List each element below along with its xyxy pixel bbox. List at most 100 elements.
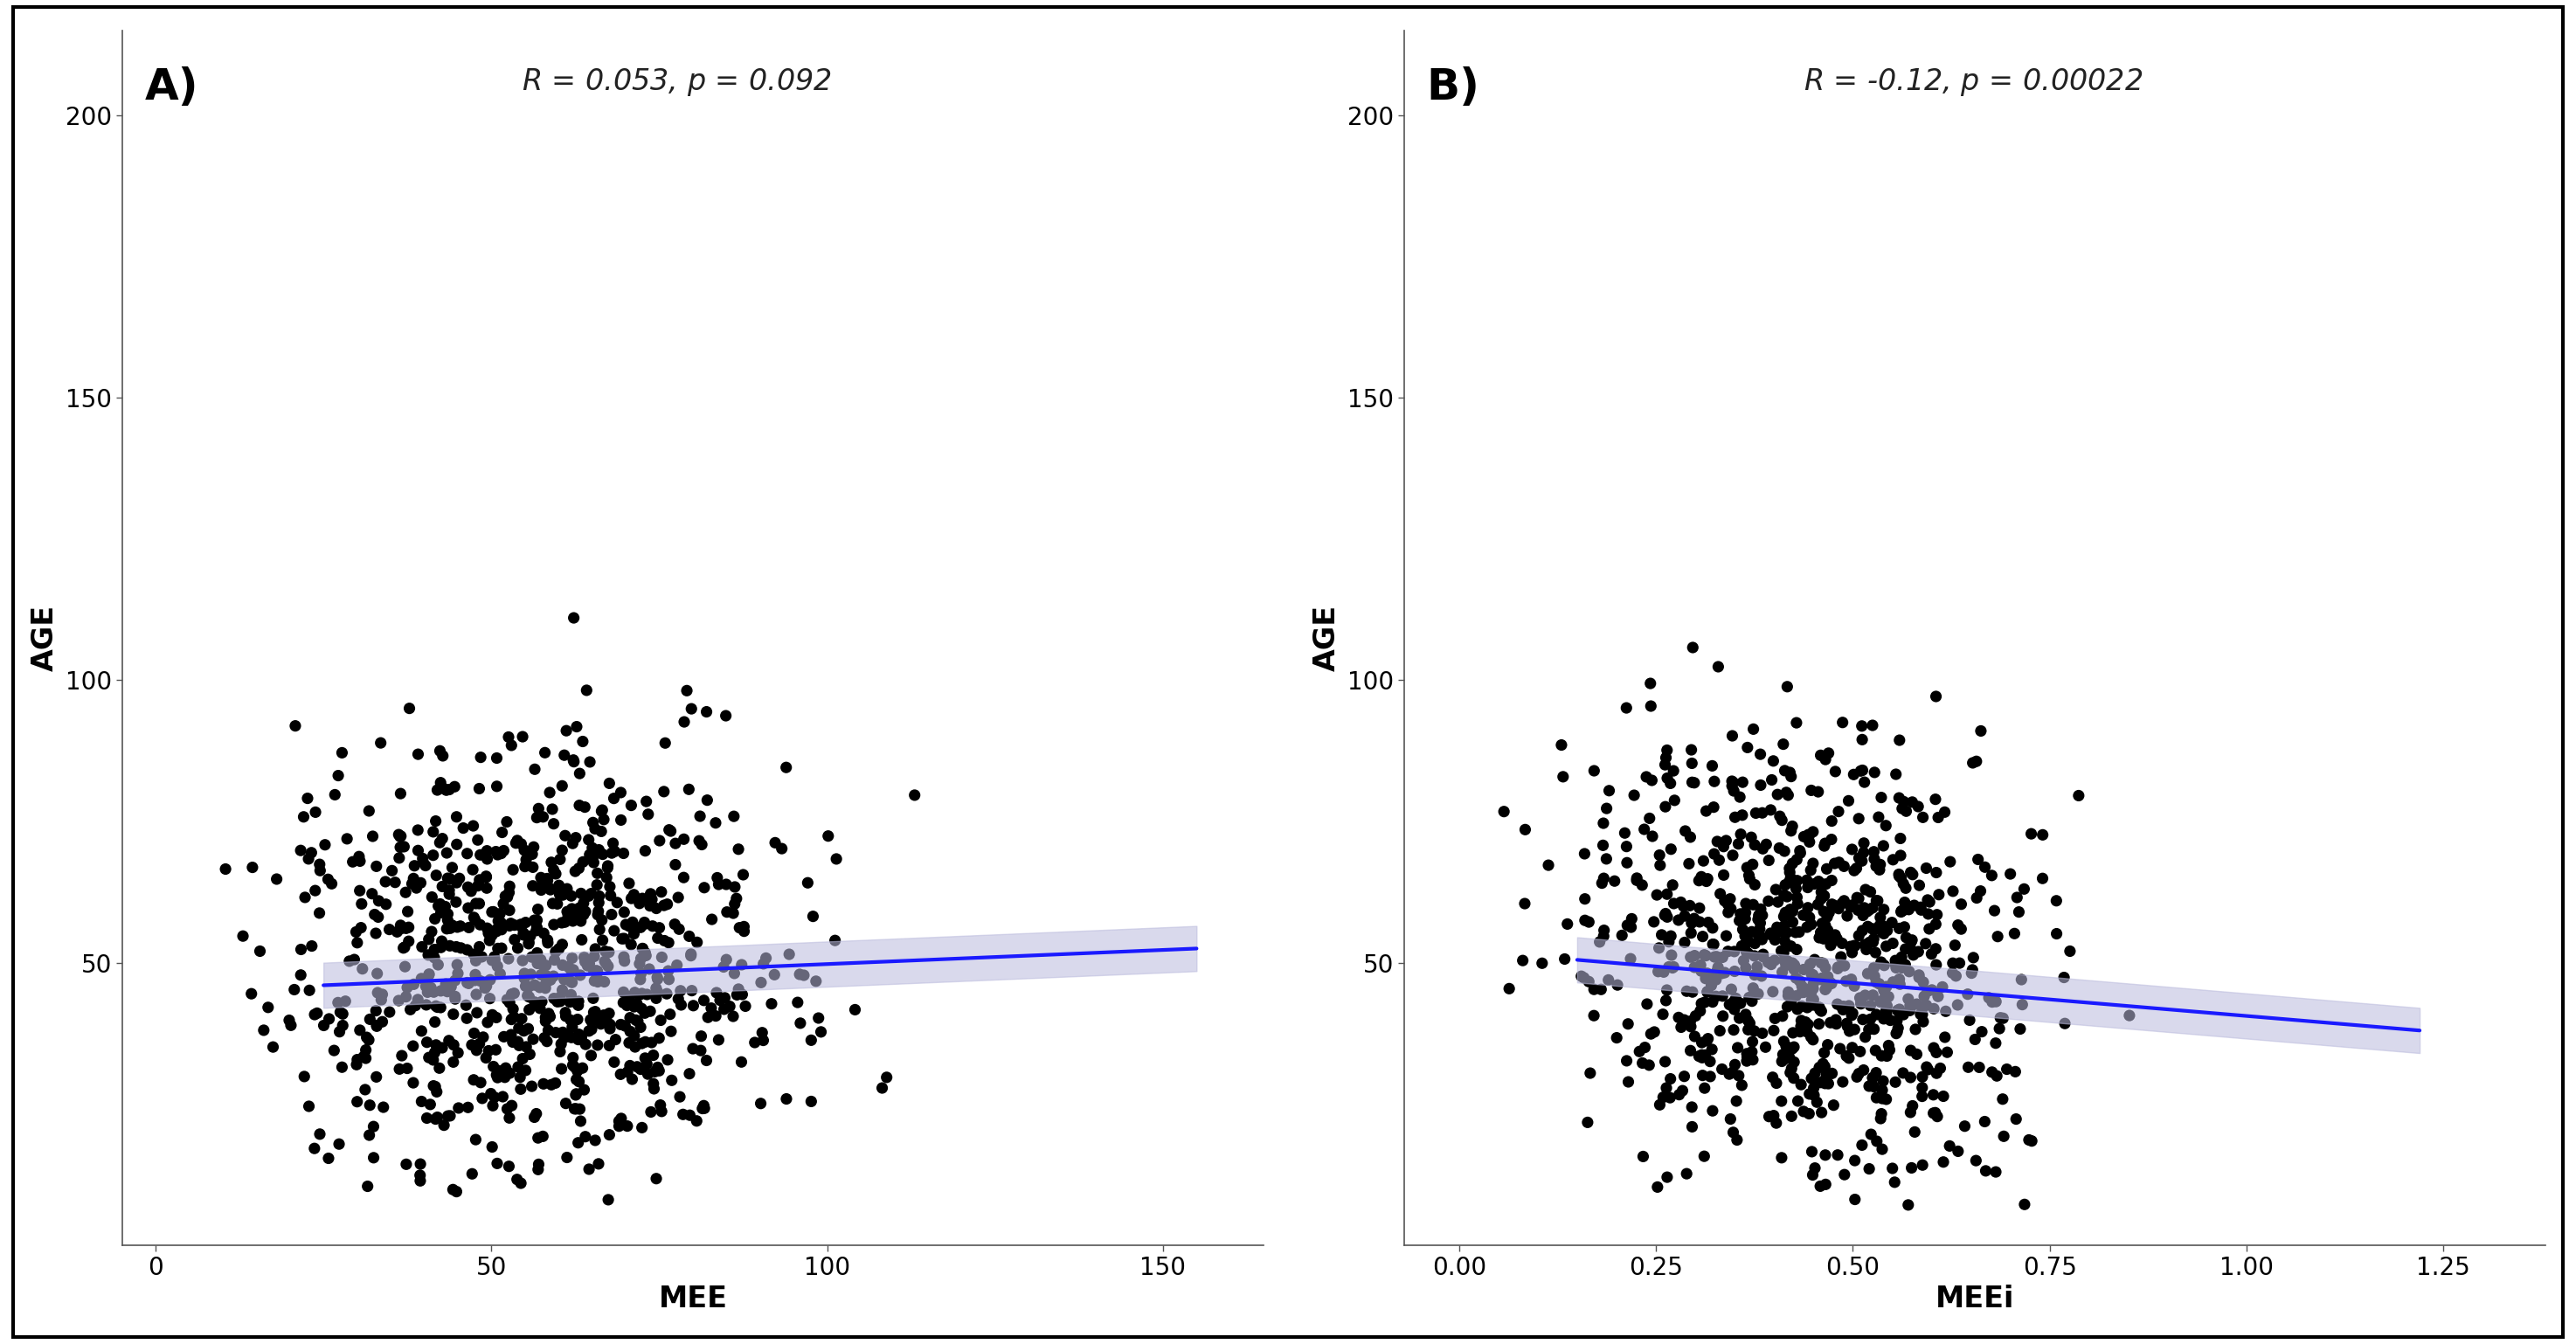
Point xyxy=(355,1066,397,1087)
Point xyxy=(1860,991,1901,1012)
Point xyxy=(551,1055,592,1077)
Point xyxy=(1680,866,1721,887)
Point xyxy=(1777,1090,1819,1111)
Point xyxy=(1762,1146,1803,1168)
Point xyxy=(1672,1097,1713,1118)
Point xyxy=(641,946,683,968)
Point xyxy=(1788,831,1829,852)
Point xyxy=(644,732,685,754)
Point xyxy=(569,1159,611,1180)
Point xyxy=(696,982,737,1004)
Point xyxy=(1643,1004,1685,1025)
Point xyxy=(1703,864,1744,886)
Point xyxy=(1662,1081,1703,1102)
Point xyxy=(1749,1106,1790,1128)
Point xyxy=(394,855,435,876)
Point xyxy=(1839,761,1880,782)
Point xyxy=(1844,1027,1886,1048)
Point xyxy=(1875,1021,1917,1043)
Point xyxy=(1726,1050,1767,1071)
Point xyxy=(345,1027,386,1048)
Point xyxy=(515,758,556,780)
Point xyxy=(319,1021,361,1043)
Point xyxy=(206,859,247,880)
Point xyxy=(799,1007,840,1028)
Point xyxy=(1747,833,1788,855)
Point xyxy=(1569,1062,1610,1083)
Point xyxy=(1734,835,1775,856)
Point xyxy=(466,867,507,888)
Point xyxy=(420,1058,461,1079)
Point xyxy=(528,1005,569,1027)
Point xyxy=(1749,922,1790,943)
Point xyxy=(1731,853,1772,875)
Point xyxy=(1643,754,1685,775)
Point xyxy=(502,726,544,747)
Point xyxy=(1996,1109,2038,1130)
Point xyxy=(502,1020,544,1042)
Point xyxy=(600,809,641,831)
Point xyxy=(611,934,652,956)
Point xyxy=(1875,1011,1917,1032)
Point xyxy=(1770,871,1811,892)
Point xyxy=(1754,1008,1795,1030)
Point xyxy=(765,757,806,778)
Point xyxy=(621,938,662,960)
Point xyxy=(598,892,639,914)
Point xyxy=(1834,976,1875,997)
Point xyxy=(389,999,430,1020)
Point xyxy=(1718,786,1759,808)
Point xyxy=(1628,808,1669,829)
Point xyxy=(497,829,538,851)
Point xyxy=(366,871,407,892)
Point xyxy=(1772,911,1814,933)
Point xyxy=(1741,926,1783,948)
Point xyxy=(1842,728,1883,750)
Point xyxy=(634,1078,675,1099)
Point xyxy=(1855,972,1896,993)
Point xyxy=(487,989,528,1011)
Point xyxy=(1891,1102,1932,1124)
Point xyxy=(407,981,448,1003)
Point xyxy=(1899,875,1940,896)
Point xyxy=(1659,1007,1700,1028)
Point xyxy=(582,930,623,952)
Point xyxy=(1862,899,1904,921)
Point xyxy=(1878,730,1919,751)
Point xyxy=(497,1031,538,1052)
Point xyxy=(585,953,626,974)
Point xyxy=(477,775,518,797)
Point xyxy=(474,1086,515,1107)
Point xyxy=(1785,870,1826,891)
Point xyxy=(474,949,515,970)
Point xyxy=(1850,1124,1891,1145)
Point xyxy=(379,836,420,857)
Point xyxy=(569,886,611,907)
Point xyxy=(456,945,497,966)
Point xyxy=(1896,993,1937,1015)
Point xyxy=(721,984,762,1005)
Point xyxy=(1880,845,1922,867)
Point xyxy=(1775,938,1816,960)
Point xyxy=(793,906,835,927)
Point xyxy=(1713,991,1754,1012)
Point xyxy=(489,913,531,934)
Point xyxy=(1880,954,1922,976)
Point xyxy=(1703,1005,1744,1027)
Point xyxy=(1788,1083,1829,1105)
Point xyxy=(500,1067,541,1089)
Point xyxy=(1649,1087,1690,1109)
Point xyxy=(569,1020,611,1042)
Point xyxy=(551,910,592,931)
Point xyxy=(1906,995,1947,1016)
Point xyxy=(1672,913,1713,934)
Point xyxy=(482,843,523,864)
Point xyxy=(1844,938,1886,960)
Point xyxy=(1806,749,1847,770)
Point xyxy=(433,1179,474,1200)
Point xyxy=(507,999,549,1020)
Point xyxy=(1651,957,1692,978)
Point xyxy=(647,982,688,1004)
Point xyxy=(477,844,518,866)
Point xyxy=(1842,905,1883,926)
